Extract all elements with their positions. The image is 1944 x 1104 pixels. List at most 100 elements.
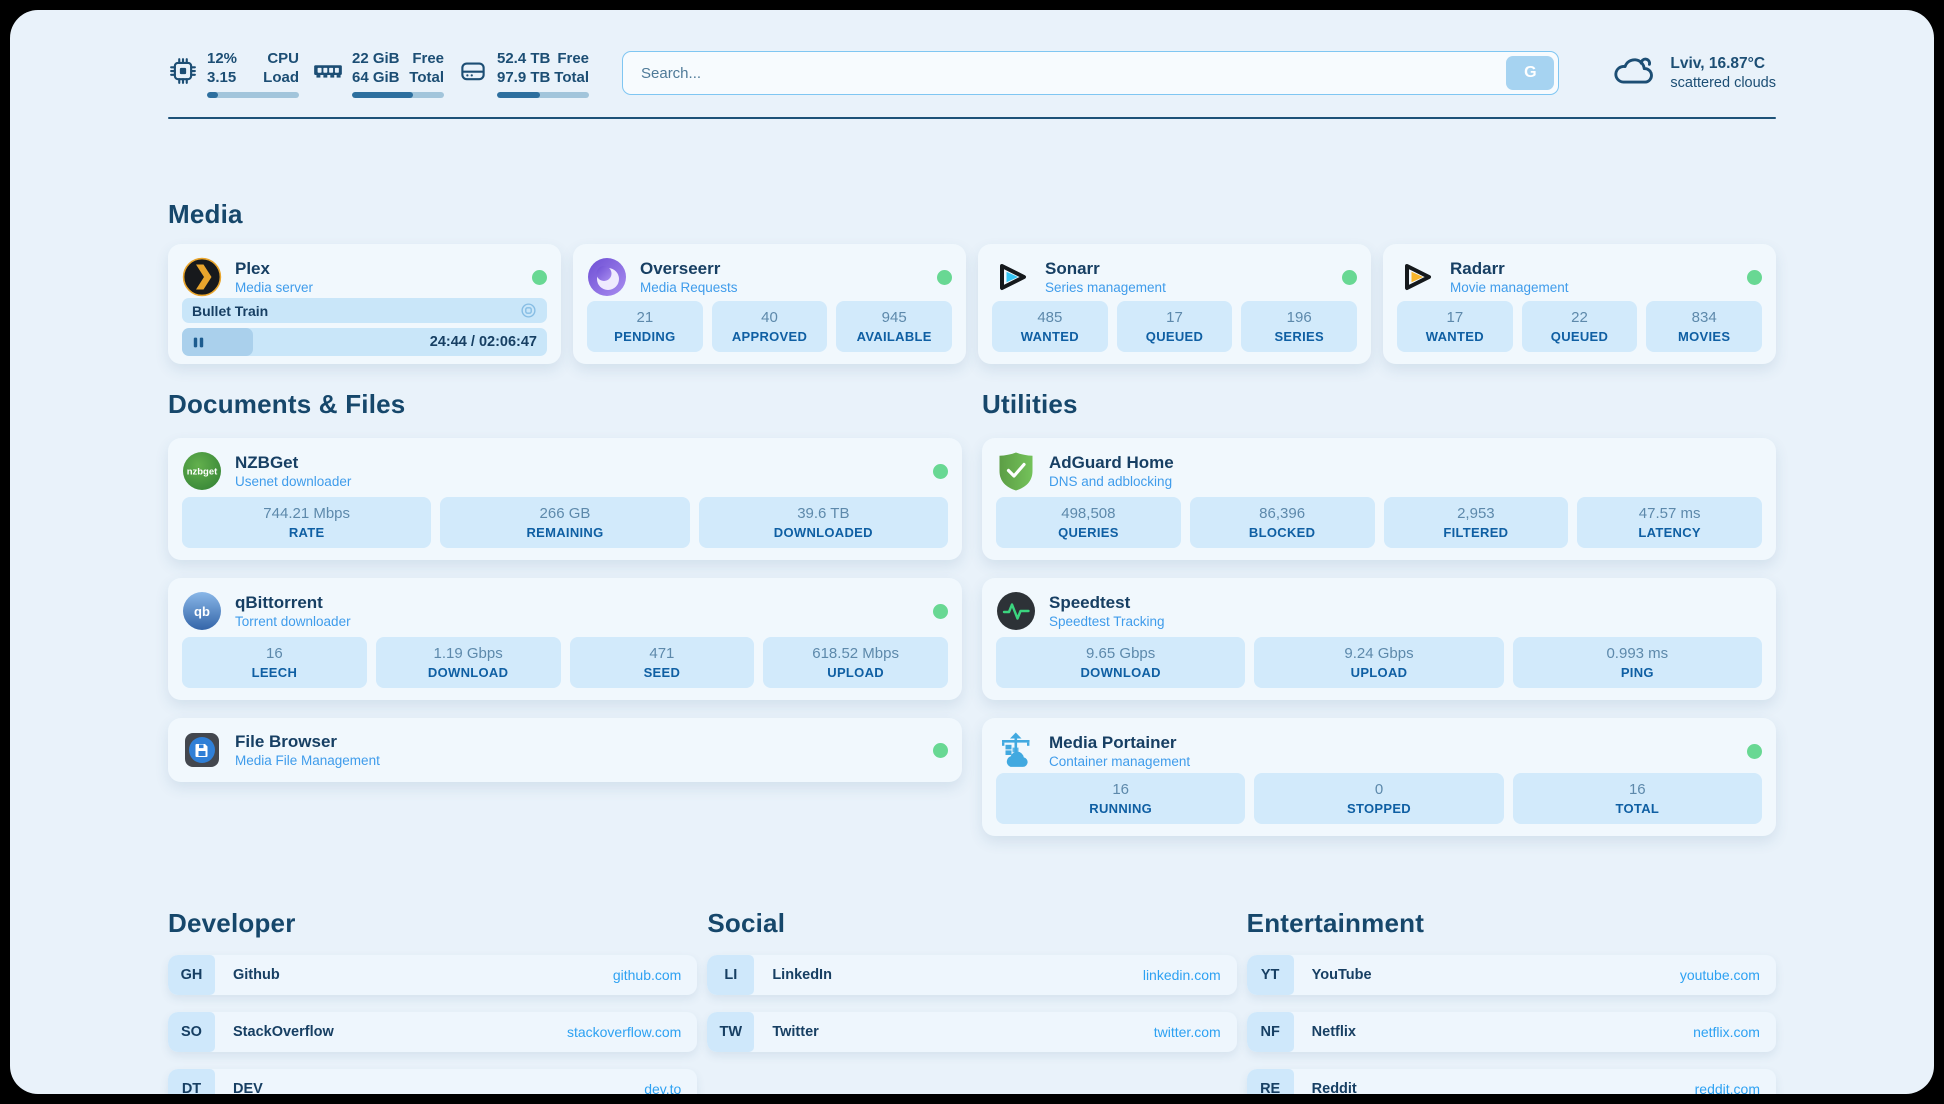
cpu-icon bbox=[168, 56, 198, 86]
link-twitter[interactable]: TW Twitter twitter.com bbox=[707, 1012, 1237, 1052]
disk-free-value: 52.4 TB bbox=[497, 49, 551, 67]
disk-free-label: Free bbox=[557, 49, 589, 67]
link-dev[interactable]: DT DEV dev.to bbox=[168, 1069, 698, 1094]
stat-blocked: 86,396 BLOCKED bbox=[1189, 497, 1375, 548]
cpu-label: CPU bbox=[267, 49, 299, 67]
top-bar: 12% CPU 3.15 Load 22 GiB Free 64 bbox=[10, 44, 1934, 102]
app-description: Media Requests bbox=[640, 280, 738, 295]
stat-download: 1.19 Gbps DOWNLOAD bbox=[375, 637, 561, 688]
status-online-dot bbox=[937, 269, 952, 285]
filebrowser-icon bbox=[182, 730, 222, 770]
cloud-icon bbox=[1611, 54, 1657, 93]
stat-rate: 744.21 Mbps RATE bbox=[182, 497, 432, 548]
documents-section-title: Documents & Files bbox=[168, 389, 406, 419]
app-description: Series management bbox=[1045, 280, 1166, 295]
ram-total-label: Total bbox=[409, 68, 444, 86]
link-reddit[interactable]: RE Reddit reddit.com bbox=[1246, 1069, 1776, 1094]
cpu-progress-bar bbox=[207, 91, 299, 98]
stat-queries: 498,508 QUERIES bbox=[996, 497, 1181, 548]
link-abbr-badge: YT bbox=[1246, 955, 1294, 995]
adguard-icon bbox=[996, 451, 1036, 491]
link-url: github.com bbox=[612, 967, 682, 983]
app-description: Movie management bbox=[1450, 280, 1569, 295]
link-url: twitter.com bbox=[1153, 1024, 1221, 1040]
stat-upload: 9.24 Gbps UPLOAD bbox=[1254, 637, 1504, 688]
plex-now-playing: Bullet Train 24:44 / 02:06:47 bbox=[182, 298, 547, 356]
app-card-portainer[interactable]: Media Portainer Container management 16 R… bbox=[982, 718, 1776, 836]
app-name: Media Portainer bbox=[1049, 733, 1177, 752]
link-name: Github bbox=[233, 967, 280, 983]
app-description: Container management bbox=[1049, 754, 1191, 769]
link-abbr-badge: TW bbox=[707, 1012, 755, 1052]
app-card-overseerr[interactable]: Overseerr Media Requests 21 PENDING 40 APP… bbox=[573, 244, 966, 364]
svg-text:qb: qb bbox=[194, 604, 210, 619]
ram-progress-bar bbox=[352, 91, 444, 98]
link-github[interactable]: GH Github github.com bbox=[168, 955, 698, 995]
link-url: dev.to bbox=[644, 1081, 682, 1094]
link-url: linkedin.com bbox=[1142, 967, 1221, 983]
app-card-sonarr[interactable]: Sonarr Series management 485 WANTED 17 QUE… bbox=[978, 244, 1371, 364]
link-stackoverflow[interactable]: SO StackOverflow stackoverflow.com bbox=[168, 1012, 698, 1052]
app-card-radarr[interactable]: Radarr Movie management 17 WANTED 22 QUEUE… bbox=[1383, 244, 1776, 364]
developer-column: Developer GH Github github.com SO StackO… bbox=[168, 908, 698, 1094]
stat-downloaded: 39.6 TB DOWNLOADED bbox=[698, 497, 948, 548]
link-abbr-badge: RE bbox=[1246, 1069, 1294, 1094]
stat-wanted: 17 WANTED bbox=[1397, 301, 1513, 352]
header-divider bbox=[168, 117, 1776, 119]
app-card-filebrowser[interactable]: File Browser Media File Management bbox=[168, 718, 962, 782]
disk-icon bbox=[458, 56, 488, 86]
plex-icon bbox=[182, 257, 222, 297]
disk-total-label: Total bbox=[554, 68, 589, 86]
playback-time: 24:44 / 02:06:47 bbox=[429, 334, 537, 350]
status-online-dot bbox=[1747, 743, 1762, 759]
overseerr-icon bbox=[587, 257, 627, 297]
search-input[interactable] bbox=[622, 51, 1560, 95]
stat-series: 196 SERIES bbox=[1241, 301, 1358, 352]
app-card-plex[interactable]: Plex Media server Bullet Train bbox=[168, 244, 561, 364]
cpu-load-value: 3.15 bbox=[207, 68, 237, 86]
stat-download: 9.65 Gbps DOWNLOAD bbox=[996, 637, 1246, 688]
memory-stat-widget: 22 GiB Free 64 GiB Total bbox=[313, 49, 444, 98]
link-netflix[interactable]: NF Netflix netflix.com bbox=[1246, 1012, 1776, 1052]
stat-wanted: 485 WANTED bbox=[992, 301, 1108, 352]
search-provider-button[interactable]: G bbox=[1506, 56, 1555, 90]
stat-remaining: 266 GB REMAINING bbox=[440, 497, 690, 548]
cpu-stat-widget: 12% CPU 3.15 Load bbox=[168, 49, 299, 98]
sonarr-icon bbox=[992, 257, 1032, 297]
app-name: qBittorrent bbox=[235, 593, 323, 612]
link-name: Reddit bbox=[1311, 1081, 1357, 1094]
stat-approved: 40 APPROVED bbox=[711, 301, 828, 352]
media-session-icon[interactable] bbox=[520, 302, 537, 319]
link-name: DEV bbox=[233, 1081, 263, 1094]
app-name: AdGuard Home bbox=[1049, 453, 1174, 472]
app-card-qbittorrent[interactable]: qb qBittorrent Torrent downloader 16 LEEC… bbox=[168, 578, 962, 700]
utilities-section-title: Utilities bbox=[982, 389, 1078, 419]
status-online-dot bbox=[933, 603, 948, 619]
status-online-dot bbox=[1747, 269, 1762, 285]
stat-seed: 471 SEED bbox=[569, 637, 755, 688]
link-abbr-badge: GH bbox=[168, 955, 215, 995]
disk-progress-bar bbox=[497, 91, 589, 98]
weather-location-temp: Lviv, 16.87°C bbox=[1670, 54, 1766, 72]
link-url: netflix.com bbox=[1693, 1024, 1760, 1040]
link-abbr-badge: NF bbox=[1246, 1012, 1294, 1052]
app-description: Media File Management bbox=[235, 753, 380, 768]
weather-condition: scattered clouds bbox=[1670, 74, 1776, 91]
now-playing-title: Bullet Train bbox=[192, 302, 269, 319]
app-name: Plex bbox=[235, 259, 270, 278]
status-online-dot bbox=[532, 269, 547, 285]
link-name: LinkedIn bbox=[772, 967, 832, 983]
portainer-icon bbox=[996, 731, 1036, 771]
stat-upload: 618.52 Mbps UPLOAD bbox=[763, 637, 948, 688]
link-youtube[interactable]: YT YouTube youtube.com bbox=[1246, 955, 1776, 995]
link-name: StackOverflow bbox=[233, 1024, 334, 1040]
app-card-adguard[interactable]: AdGuard Home DNS and adblocking 498,508 Q… bbox=[982, 438, 1776, 560]
stat-ping: 0.993 ms PING bbox=[1512, 637, 1762, 688]
speedtest-icon bbox=[996, 591, 1036, 631]
pause-icon[interactable] bbox=[191, 328, 206, 356]
app-card-nzbget[interactable]: nzbget NZBGet Usenet downloader 744.21 M… bbox=[168, 438, 962, 560]
link-linkedin[interactable]: LI LinkedIn linkedin.com bbox=[707, 955, 1237, 995]
disk-stat-widget: 52.4 TB Free 97.9 TB Total bbox=[458, 49, 589, 98]
ram-free-label: Free bbox=[412, 49, 444, 67]
app-card-speedtest[interactable]: Speedtest Speedtest Tracking 9.65 Gbps DO… bbox=[982, 578, 1776, 700]
